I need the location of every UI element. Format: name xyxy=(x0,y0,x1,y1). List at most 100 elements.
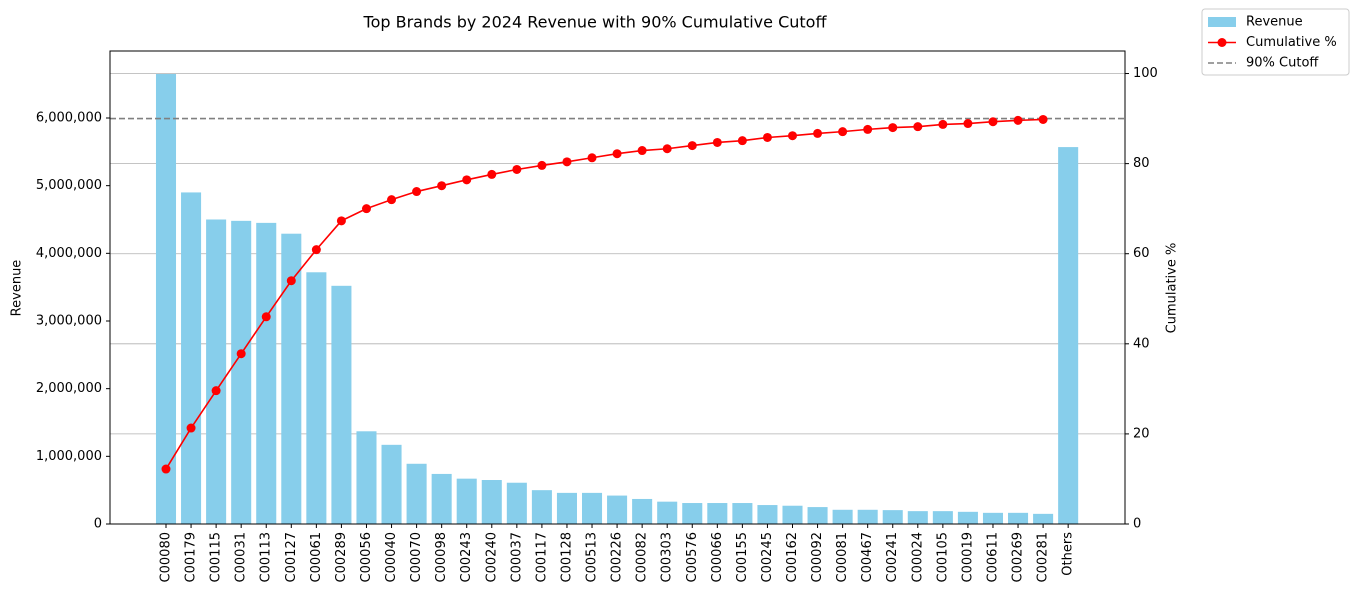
line-marker xyxy=(236,349,246,359)
bar xyxy=(857,509,878,524)
line-marker xyxy=(612,149,622,159)
line-marker xyxy=(988,117,998,127)
x-tick-label: C00105 xyxy=(935,532,950,582)
bar xyxy=(181,192,202,524)
legend-marker xyxy=(1217,38,1227,47)
bar xyxy=(456,478,477,524)
x-tick-label: Others xyxy=(1061,532,1076,576)
x-tick-label: C00513 xyxy=(585,532,600,582)
x-tick-label: C00056 xyxy=(359,532,374,582)
line-marker xyxy=(838,127,848,137)
y-axis-label: Revenue xyxy=(10,260,25,317)
bar xyxy=(506,482,527,524)
y2-tick-label: 80 xyxy=(1133,156,1150,171)
bar xyxy=(406,463,427,524)
x-tick-label: C00127 xyxy=(284,532,299,582)
line-marker xyxy=(261,312,271,322)
y-tick-label: 1,000,000 xyxy=(36,449,102,464)
line-marker xyxy=(712,137,722,147)
bar xyxy=(807,507,828,524)
x-tick-label: C00061 xyxy=(309,532,324,582)
y2-axis-label: Cumulative % xyxy=(1165,243,1180,334)
x-tick-label: C00611 xyxy=(985,532,1000,582)
line-marker xyxy=(336,216,346,226)
legend-box xyxy=(1201,8,1350,76)
bar xyxy=(256,222,277,525)
x-tick-label: C00113 xyxy=(259,532,274,582)
line-marker xyxy=(888,123,898,133)
y-tick-label: 6,000,000 xyxy=(36,110,102,125)
line-marker xyxy=(813,128,823,138)
line-marker xyxy=(412,187,422,197)
line-marker xyxy=(462,175,472,185)
line-marker xyxy=(788,131,797,141)
bar xyxy=(556,492,577,524)
x-tick-label: C00082 xyxy=(635,532,650,582)
line-marker xyxy=(437,181,447,191)
line-marker xyxy=(487,169,497,179)
x-tick-label: C00467 xyxy=(860,532,875,582)
y2-tick-label: 40 xyxy=(1133,336,1150,351)
bar xyxy=(306,272,327,524)
bar xyxy=(707,503,728,524)
y-tick-label: 0 xyxy=(94,517,102,532)
x-tick-label: C00037 xyxy=(509,532,524,582)
x-tick-label: C00226 xyxy=(610,532,625,582)
legend-label: Revenue xyxy=(1246,15,1303,30)
bar xyxy=(982,512,1004,524)
y2-tick-label: 0 xyxy=(1133,517,1141,532)
x-tick-label: C00019 xyxy=(960,532,975,582)
legend-swatch xyxy=(1208,17,1236,27)
y-tick-label: 2,000,000 xyxy=(36,381,102,396)
legend: Revenue Cumulative % 90% Cutoff xyxy=(1201,8,1350,76)
x-tick-label: C00070 xyxy=(409,532,424,582)
line-marker xyxy=(737,136,747,146)
x-tick-label: C00245 xyxy=(760,532,775,582)
y-tick-label: 4,000,000 xyxy=(36,246,102,261)
x-tick-label: C00081 xyxy=(835,532,850,582)
x-tick-label: C00576 xyxy=(685,532,700,582)
y-tick-label: 5,000,000 xyxy=(36,178,102,193)
bar xyxy=(531,490,552,524)
line-marker xyxy=(387,195,397,205)
bar xyxy=(682,503,703,524)
line-marker xyxy=(537,160,547,170)
y2-tick-label: 20 xyxy=(1133,426,1150,441)
y2-tick-label: 60 xyxy=(1133,246,1150,261)
line-marker xyxy=(587,153,597,163)
x-tick-label: C00269 xyxy=(1011,532,1026,582)
x-tick-label: C00303 xyxy=(660,532,675,582)
line-marker xyxy=(286,276,296,286)
x-tick-label: C00281 xyxy=(1036,532,1051,582)
line-marker xyxy=(863,124,873,134)
line-marker xyxy=(211,386,221,396)
x-tick-label: C00117 xyxy=(534,532,549,582)
bar xyxy=(782,505,803,524)
bar xyxy=(757,505,778,524)
bar xyxy=(581,492,603,524)
x-tick-label: C00128 xyxy=(559,532,574,582)
bar xyxy=(1033,513,1054,524)
bar xyxy=(381,444,402,524)
bar xyxy=(481,480,502,524)
line-marker xyxy=(637,146,647,156)
legend-label: Cumulative % xyxy=(1246,35,1337,50)
line-marker xyxy=(687,141,697,151)
line-marker xyxy=(913,122,923,132)
x-tick-label: C00115 xyxy=(209,532,224,582)
line-marker xyxy=(963,119,973,129)
line-marker xyxy=(662,144,672,154)
bar xyxy=(1058,147,1079,525)
bar xyxy=(281,233,302,524)
x-tick-label: C00179 xyxy=(184,532,199,582)
bar xyxy=(932,511,953,524)
x-tick-label: C00243 xyxy=(459,532,474,582)
line-marker xyxy=(361,204,371,214)
bar xyxy=(431,473,452,524)
legend-label: 90% Cutoff xyxy=(1246,56,1319,71)
bar xyxy=(331,285,352,524)
bar xyxy=(206,219,227,524)
bar xyxy=(957,511,978,524)
y-tick-label: 3,000,000 xyxy=(36,313,102,328)
